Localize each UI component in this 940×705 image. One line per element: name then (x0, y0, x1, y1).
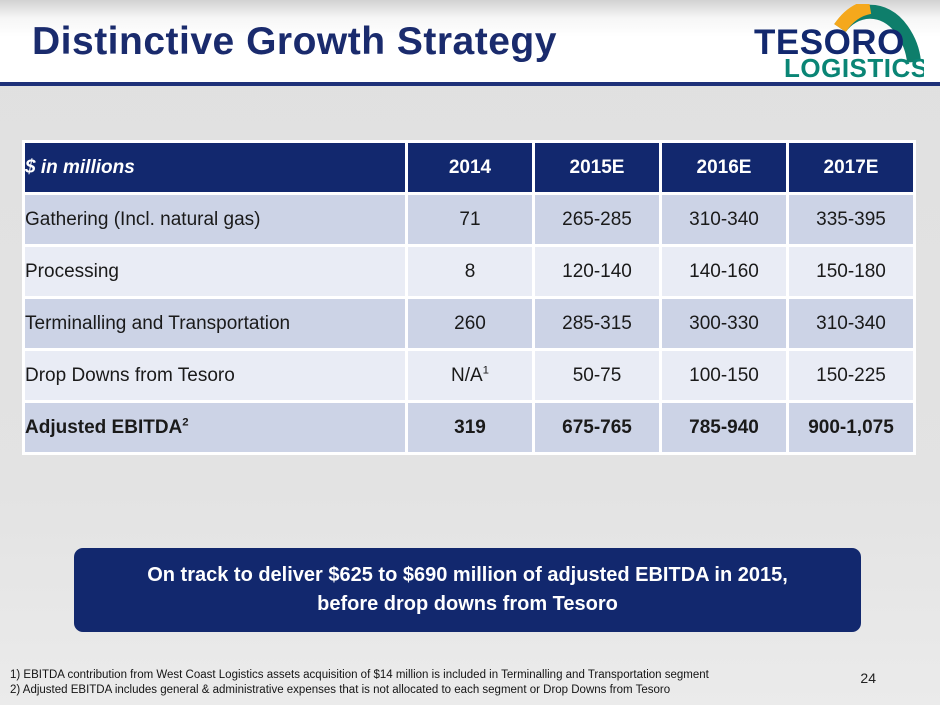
footnote-2: 2) Adjusted EBITDA includes general & ad… (10, 684, 671, 696)
row-value: 260 (408, 299, 532, 348)
page-number: 24 (860, 670, 876, 686)
row-value: 50-75 (535, 351, 659, 400)
row-value: 300-330 (662, 299, 786, 348)
column-header-2015e: 2015E (535, 143, 659, 192)
row-value: 675-765 (535, 403, 659, 452)
row-label: Terminalling and Transportation (25, 299, 405, 348)
unit-label: $ in millions (25, 143, 405, 192)
row-value: 310-340 (789, 299, 913, 348)
row-label: Gathering (Incl. natural gas) (25, 195, 405, 244)
row-value: 265-285 (535, 195, 659, 244)
row-value: 100-150 (662, 351, 786, 400)
row-value: 285-315 (535, 299, 659, 348)
row-value: 71 (408, 195, 532, 244)
table-row: Processing 8 120-140 140-160 150-180 (25, 247, 913, 296)
table-header-row: $ in millions 2014 2015E 2016E 2017E (25, 143, 913, 192)
footnote-1: 1) EBITDA contribution from West Coast L… (10, 669, 709, 681)
table-row: Gathering (Incl. natural gas) 71 265-285 31… (25, 195, 913, 244)
row-value: 319 (408, 403, 532, 452)
row-value: 8 (408, 247, 532, 296)
row-value: 900-1,075 (789, 403, 913, 452)
header-band: Distinctive Growth Strategy TESORO LOGIS… (0, 0, 940, 86)
column-header-2017e: 2017E (789, 143, 913, 192)
table-row: Drop Downs from Tesoro N/A1 50-75 100-150 15… (25, 351, 913, 400)
financial-table: $ in millions 2014 2015E 2016E 2017E Gat… (22, 140, 916, 455)
row-value: 120-140 (535, 247, 659, 296)
row-value: 785-940 (662, 403, 786, 452)
callout-line-2: before drop downs from Tesoro (317, 593, 618, 615)
table-row: Adjusted EBITDA2 319 675-765 785-940 900-1,0… (25, 403, 913, 452)
tesoro-logistics-logo: TESORO LOGISTICS (754, 4, 924, 80)
logo-arc-gold-segment (834, 4, 872, 33)
financial-table-body: Gathering (Incl. natural gas) 71 265-285 31… (25, 195, 913, 452)
logo-text-tesoro: TESORO (754, 23, 905, 62)
row-label: Drop Downs from Tesoro (25, 351, 405, 400)
footnotes: 1) EBITDA contribution from West Coast L… (10, 668, 709, 698)
row-label: Processing (25, 247, 405, 296)
row-value: 140-160 (662, 247, 786, 296)
row-label: Adjusted EBITDA2 (25, 403, 405, 452)
row-value: 310-340 (662, 195, 786, 244)
column-header-2014: 2014 (408, 143, 532, 192)
row-value: 150-180 (789, 247, 913, 296)
callout-line-1: On track to deliver $625 to $690 million… (147, 564, 788, 586)
table-row: Terminalling and Transportation 260 285-31… (25, 299, 913, 348)
row-value: N/A1 (408, 351, 532, 400)
column-header-2016e: 2016E (662, 143, 786, 192)
page-title: Distinctive Growth Strategy (32, 20, 557, 63)
row-value: 150-225 (789, 351, 913, 400)
callout-banner: On track to deliver $625 to $690 million… (74, 548, 861, 632)
logo-text-logistics: LOGISTICS (784, 53, 924, 80)
row-value: 335-395 (789, 195, 913, 244)
